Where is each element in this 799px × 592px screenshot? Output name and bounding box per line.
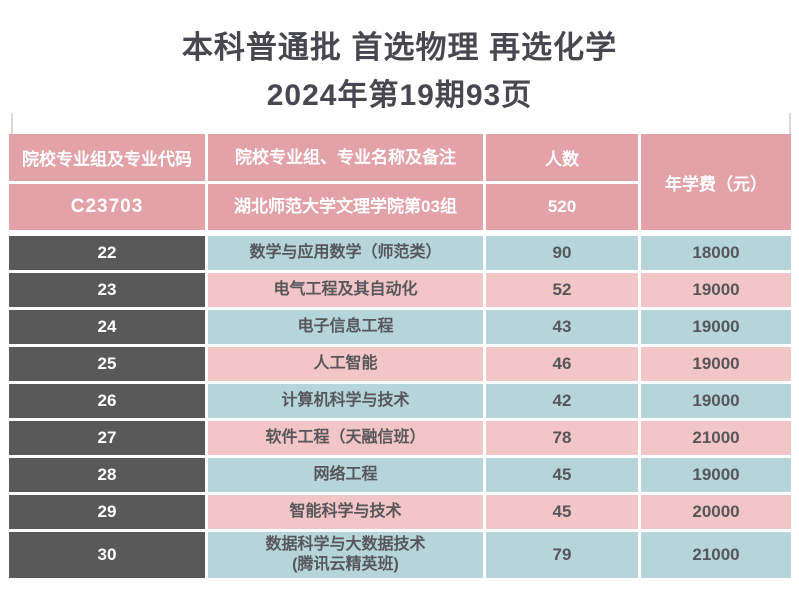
row-code: 24 <box>9 310 205 344</box>
table-row: 22 数学与应用数学（师范类） 90 18000 <box>9 236 791 270</box>
row-fee: 20000 <box>641 495 791 529</box>
table-frame-tick-right <box>789 113 791 134</box>
row-fee: 18000 <box>641 236 791 270</box>
row-count: 90 <box>486 236 638 270</box>
row-name: 电子信息工程 <box>208 310 483 344</box>
row-count: 43 <box>486 310 638 344</box>
row-code: 28 <box>9 458 205 492</box>
row-fee: 19000 <box>641 310 791 344</box>
table-row: 28 网络工程 45 19000 <box>9 458 791 492</box>
header-fee-label: 年学费（元） <box>641 134 791 230</box>
row-code: 26 <box>9 384 205 418</box>
row-name: 软件工程（天融信班） <box>208 421 483 455</box>
table-row: 27 软件工程（天融信班） 78 21000 <box>9 421 791 455</box>
row-name: 数学与应用数学（师范类） <box>208 236 483 270</box>
admissions-table: 院校专业组及专业代码 院校专业组、专业名称及备注 人数 C23703 湖北师范大… <box>9 113 791 581</box>
group-name: 湖北师范大学文理学院第03组 <box>208 184 483 230</box>
table-body: 22 数学与应用数学（师范类） 90 18000 23 电气工程及其自动化 52… <box>9 236 791 578</box>
page-title: 本科普通批 首选物理 再选化学 2024年第19期93页 <box>0 0 799 120</box>
row-count: 45 <box>486 458 638 492</box>
header-count-label: 人数 <box>486 134 638 181</box>
row-count: 42 <box>486 384 638 418</box>
group-count: 520 <box>486 184 638 230</box>
row-code: 22 <box>9 236 205 270</box>
row-name: 数据科学与大数据技术 (腾讯云精英班) <box>208 532 483 578</box>
table-row: 24 电子信息工程 43 19000 <box>9 310 791 344</box>
header-code-label: 院校专业组及专业代码 <box>9 134 205 181</box>
row-count: 45 <box>486 495 638 529</box>
row-code: 25 <box>9 347 205 381</box>
table-row: 26 计算机科学与技术 42 19000 <box>9 384 791 418</box>
row-count: 78 <box>486 421 638 455</box>
row-code: 29 <box>9 495 205 529</box>
row-name: 计算机科学与技术 <box>208 384 483 418</box>
group-code: C23703 <box>9 184 205 230</box>
row-fee: 19000 <box>641 273 791 307</box>
row-fee: 21000 <box>641 532 791 578</box>
table-header: 院校专业组及专业代码 院校专业组、专业名称及备注 人数 C23703 湖北师范大… <box>9 134 791 230</box>
header-row: 院校专业组及专业代码 院校专业组、专业名称及备注 人数 <box>9 134 791 181</box>
table-row: 30 数据科学与大数据技术 (腾讯云精英班) 79 21000 <box>9 532 791 578</box>
row-fee: 21000 <box>641 421 791 455</box>
row-name: 电气工程及其自动化 <box>208 273 483 307</box>
title-line2: 2024年第19期93页 <box>266 79 533 112</box>
row-name: 智能科学与技术 <box>208 495 483 529</box>
group-row: C23703 湖北师范大学文理学院第03组 520 <box>9 184 791 230</box>
row-name: 网络工程 <box>208 458 483 492</box>
row-name: 人工智能 <box>208 347 483 381</box>
header-name-label: 院校专业组、专业名称及备注 <box>208 134 483 181</box>
table-row: 23 电气工程及其自动化 52 19000 <box>9 273 791 307</box>
row-code: 23 <box>9 273 205 307</box>
table-frame-tick-left <box>11 113 13 134</box>
row-fee: 19000 <box>641 347 791 381</box>
table-row: 29 智能科学与技术 45 20000 <box>9 495 791 529</box>
title-line1: 本科普通批 首选物理 再选化学 <box>181 30 618 65</box>
row-fee: 19000 <box>641 458 791 492</box>
row-count: 79 <box>486 532 638 578</box>
row-code: 30 <box>9 532 205 578</box>
row-code: 27 <box>9 421 205 455</box>
row-fee: 19000 <box>641 384 791 418</box>
row-count: 52 <box>486 273 638 307</box>
row-count: 46 <box>486 347 638 381</box>
table-row: 25 人工智能 46 19000 <box>9 347 791 381</box>
